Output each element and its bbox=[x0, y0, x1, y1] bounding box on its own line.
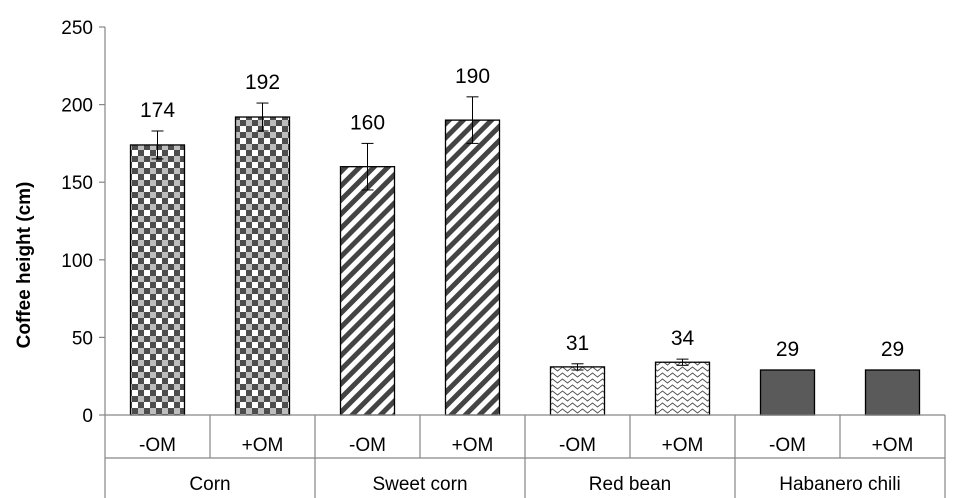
x-tick-label: -OM bbox=[139, 435, 176, 456]
x-tick-label: +OM bbox=[242, 435, 284, 456]
y-axis-label: Coffee height (cm) bbox=[14, 182, 35, 349]
bar bbox=[129, 144, 186, 416]
y-tick-label: 100 bbox=[61, 251, 93, 272]
x-group-label: Corn bbox=[189, 474, 230, 495]
data-label: 31 bbox=[566, 332, 589, 355]
data-label: 174 bbox=[140, 99, 175, 122]
data-label: 29 bbox=[776, 338, 799, 361]
x-tick-label: +OM bbox=[662, 435, 704, 456]
y-tick-label: 150 bbox=[61, 173, 93, 194]
y-tick-label: 200 bbox=[61, 96, 93, 117]
x-group-label: Habanero chili bbox=[779, 474, 900, 495]
x-tick-label: +OM bbox=[452, 435, 494, 456]
x-tick-label: +OM bbox=[872, 435, 914, 456]
data-label: 34 bbox=[671, 327, 695, 350]
data-label: 192 bbox=[245, 71, 280, 94]
y-tick-label: 250 bbox=[61, 18, 93, 39]
bars-layer: 174 192 160 190 31 34 29 29 bbox=[129, 65, 921, 416]
x-tick-label: -OM bbox=[769, 435, 806, 456]
data-label: 160 bbox=[350, 111, 385, 134]
x-axis: -OM +OM Corn -OM +OM Sweet corn -OM +OM Red bean… bbox=[104, 414, 946, 498]
x-tick-label: -OM bbox=[349, 435, 386, 456]
x-tick-label: -OM bbox=[559, 435, 596, 456]
y-tick-label: 0 bbox=[82, 406, 93, 427]
bar bbox=[339, 166, 396, 416]
bar bbox=[234, 116, 291, 416]
bar bbox=[654, 361, 711, 416]
data-label: 190 bbox=[455, 65, 490, 88]
y-axis: 0 50 100 150 200 250 bbox=[61, 18, 106, 427]
bar bbox=[759, 369, 816, 416]
x-group-label: Red bean bbox=[589, 474, 671, 495]
bar bbox=[549, 366, 606, 416]
bar bbox=[864, 369, 921, 416]
x-group-label: Sweet corn bbox=[372, 474, 467, 495]
y-tick-label: 50 bbox=[72, 328, 93, 349]
bar bbox=[444, 119, 501, 416]
data-label: 29 bbox=[881, 338, 904, 361]
